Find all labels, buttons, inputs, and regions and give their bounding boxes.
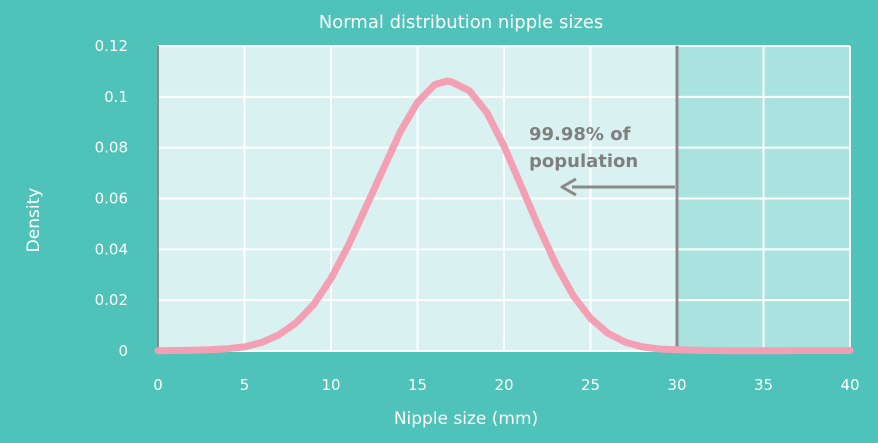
left-arrow-icon <box>560 177 675 197</box>
annotation-line-1: 99.98% of <box>529 124 631 145</box>
arrow-head <box>560 177 577 197</box>
x-axis-label: Nipple size (mm) <box>394 409 538 429</box>
x-tick-label-2: 10 <box>321 376 340 394</box>
x-tick-label-3: 15 <box>408 376 427 394</box>
x-tick-label-1: 5 <box>240 376 250 394</box>
annotation-line-2: population <box>529 151 638 172</box>
y-tick-label-3: 0.06 <box>95 190 128 208</box>
y-tick-label-4: 0.08 <box>95 139 128 157</box>
chart-title: Normal distribution nipple sizes <box>319 12 603 33</box>
y-tick-label-5: 0.1 <box>104 88 128 106</box>
y-tick-label-0: 0 <box>118 342 128 360</box>
y-axis-label: Density <box>24 188 44 253</box>
y-tick-label-2: 0.04 <box>95 240 128 258</box>
x-tick-label-8: 40 <box>840 376 859 394</box>
x-tick-label-7: 35 <box>754 376 773 394</box>
x-tick-labels: 0 5 10 15 20 25 30 35 40 <box>153 376 859 394</box>
y-tick-label-1: 0.02 <box>95 291 128 309</box>
y-tick-labels: 0 0.02 0.04 0.06 0.08 0.1 0.12 <box>95 37 128 360</box>
x-tick-label-0: 0 <box>153 376 163 394</box>
y-tick-label-6: 0.12 <box>95 37 128 55</box>
x-tick-label-4: 20 <box>494 376 513 394</box>
x-tick-label-5: 25 <box>581 376 600 394</box>
x-tick-label-6: 30 <box>667 376 686 394</box>
density-curve <box>154 77 854 355</box>
